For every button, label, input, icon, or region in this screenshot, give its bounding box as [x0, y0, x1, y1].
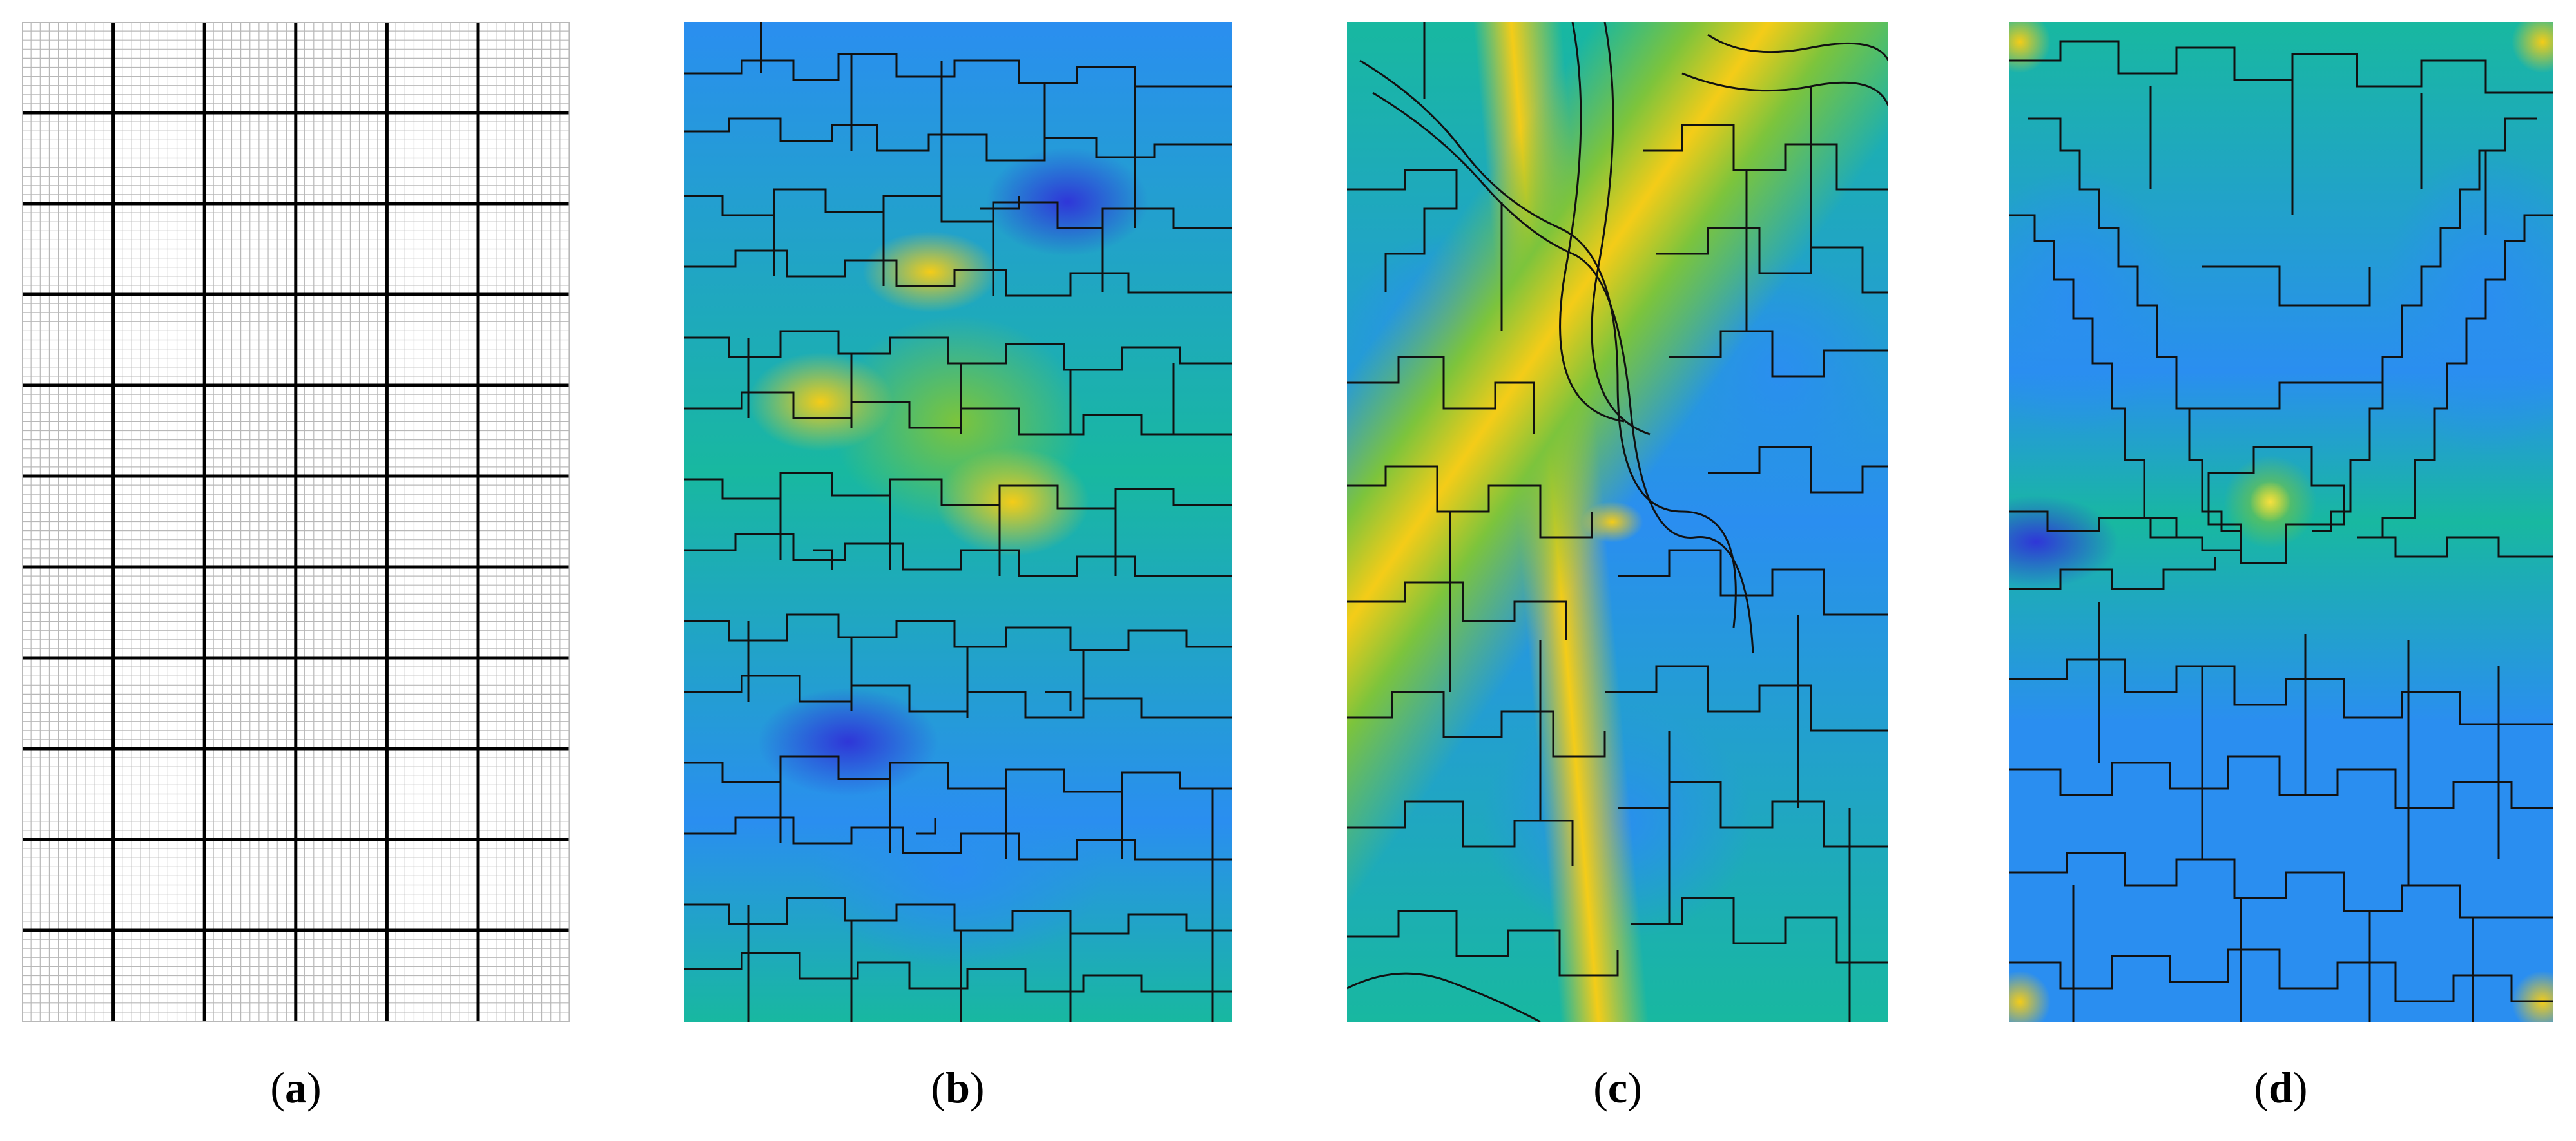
caption-a: (a): [270, 1063, 322, 1112]
partition-outlines-c: [1347, 22, 1888, 1022]
partition-outlines-b: [684, 22, 1232, 1022]
panel-d-field: [2009, 22, 2553, 1022]
panel-c-field: [1347, 22, 1888, 1022]
caption-b: (b): [931, 1063, 985, 1112]
panel-b-field: [684, 22, 1232, 1022]
panel-a-coarse-grid: [22, 22, 570, 1022]
caption-c: (c): [1593, 1063, 1642, 1112]
partition-outlines-d: [2009, 40, 2553, 1022]
caption-d: (d): [2254, 1063, 2308, 1112]
grid-lines: [22, 22, 570, 1022]
heatmap-field-c: [1347, 22, 1888, 1022]
